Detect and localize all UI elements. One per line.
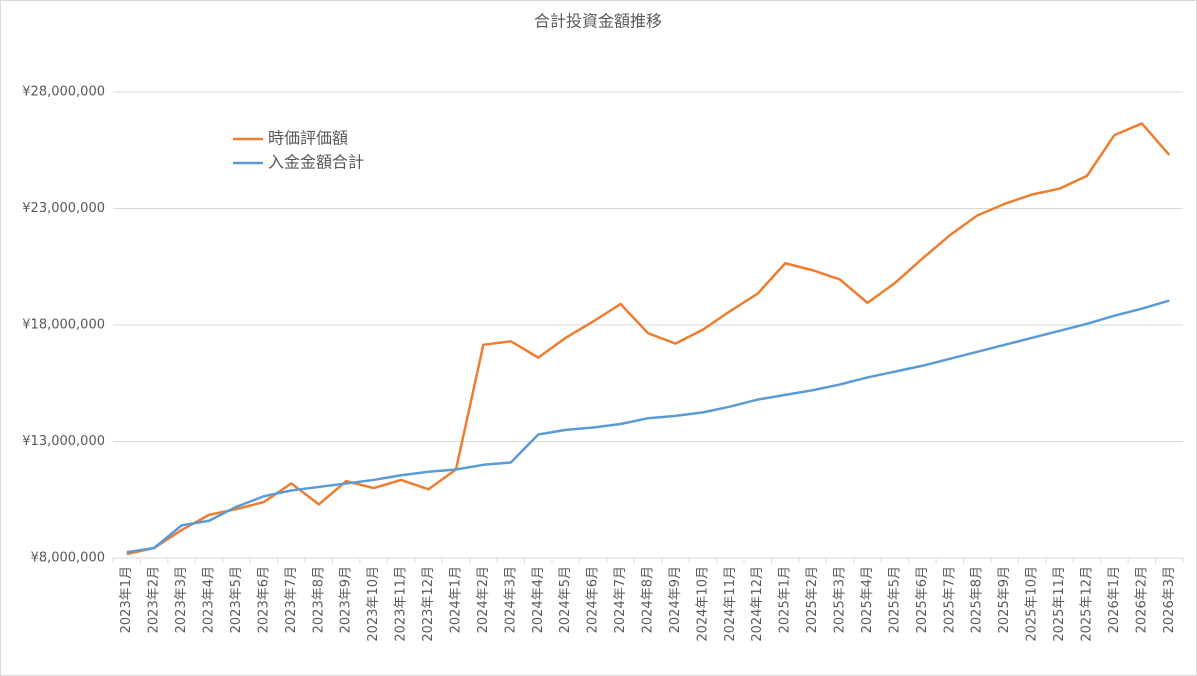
- x-tick-label: 2023年4月: [202, 566, 217, 633]
- x-tick-label: 2025年7月: [942, 566, 957, 633]
- x-tick-label: 2023年9月: [339, 566, 354, 633]
- y-tick-label: ¥23,000,000: [22, 201, 105, 216]
- x-tick-label: 2025年9月: [997, 566, 1012, 633]
- x-tick-label: 2023年6月: [256, 566, 271, 633]
- x-tick-label: 2025年11月: [1052, 566, 1067, 642]
- x-tick-label: 2023年1月: [119, 566, 134, 633]
- legend-label: 入金金額合計: [268, 153, 364, 172]
- x-tick-label: 2023年7月: [284, 566, 299, 633]
- x-tick-label: 2023年12月: [421, 566, 436, 642]
- x-tick-label: 2024年1月: [448, 566, 463, 633]
- y-tick-label: ¥28,000,000: [22, 85, 105, 100]
- x-tick-label: 2024年5月: [558, 566, 573, 633]
- series-line: [126, 299, 1170, 554]
- x-tick-label: 2023年10月: [366, 566, 381, 642]
- y-tick-label: ¥18,000,000: [22, 318, 105, 333]
- x-tick-label: 2025年4月: [860, 566, 875, 633]
- x-tick-label: 2025年6月: [915, 566, 930, 633]
- x-tick-label: 2025年10月: [1025, 566, 1040, 642]
- x-tick-label: 2025年1月: [778, 566, 793, 633]
- x-tick-label: 2023年11月: [394, 566, 409, 642]
- x-tick-label: 2025年12月: [1079, 566, 1094, 642]
- x-tick-label: 2025年2月: [805, 566, 820, 633]
- x-tick-label: 2024年11月: [723, 566, 738, 642]
- x-tick-label: 2023年2月: [147, 566, 162, 633]
- x-tick-label: 2025年5月: [887, 566, 902, 633]
- x-tick-label: 2023年8月: [311, 566, 326, 633]
- x-tick-label: 2024年8月: [641, 566, 656, 633]
- x-tick-label: 2024年9月: [668, 566, 683, 633]
- x-tick-label: 2023年3月: [174, 566, 189, 633]
- legend-label: 時価評価額: [268, 129, 348, 148]
- chart-title: 合計投資金額推移: [534, 12, 662, 31]
- x-tick-label: 2024年10月: [695, 566, 710, 642]
- x-tick-label: 2024年4月: [531, 566, 546, 633]
- x-tick-label: 2023年5月: [229, 566, 244, 633]
- x-tick-label: 2026年3月: [1162, 566, 1177, 633]
- x-tick-label: 2026年1月: [1107, 566, 1122, 633]
- x-tick-label: 2024年3月: [503, 566, 518, 633]
- x-tick-label: 2026年2月: [1134, 566, 1149, 633]
- x-tick-label: 2024年7月: [613, 566, 628, 633]
- x-tick-label: 2025年3月: [833, 566, 848, 633]
- x-tick-label: 2024年2月: [476, 566, 491, 633]
- x-tick-label: 2024年6月: [586, 566, 601, 633]
- y-tick-label: ¥8,000,000: [31, 551, 105, 566]
- x-tick-label: 2025年8月: [970, 566, 985, 633]
- y-tick-label: ¥13,000,000: [22, 434, 105, 449]
- x-tick-label: 2024年12月: [750, 566, 765, 642]
